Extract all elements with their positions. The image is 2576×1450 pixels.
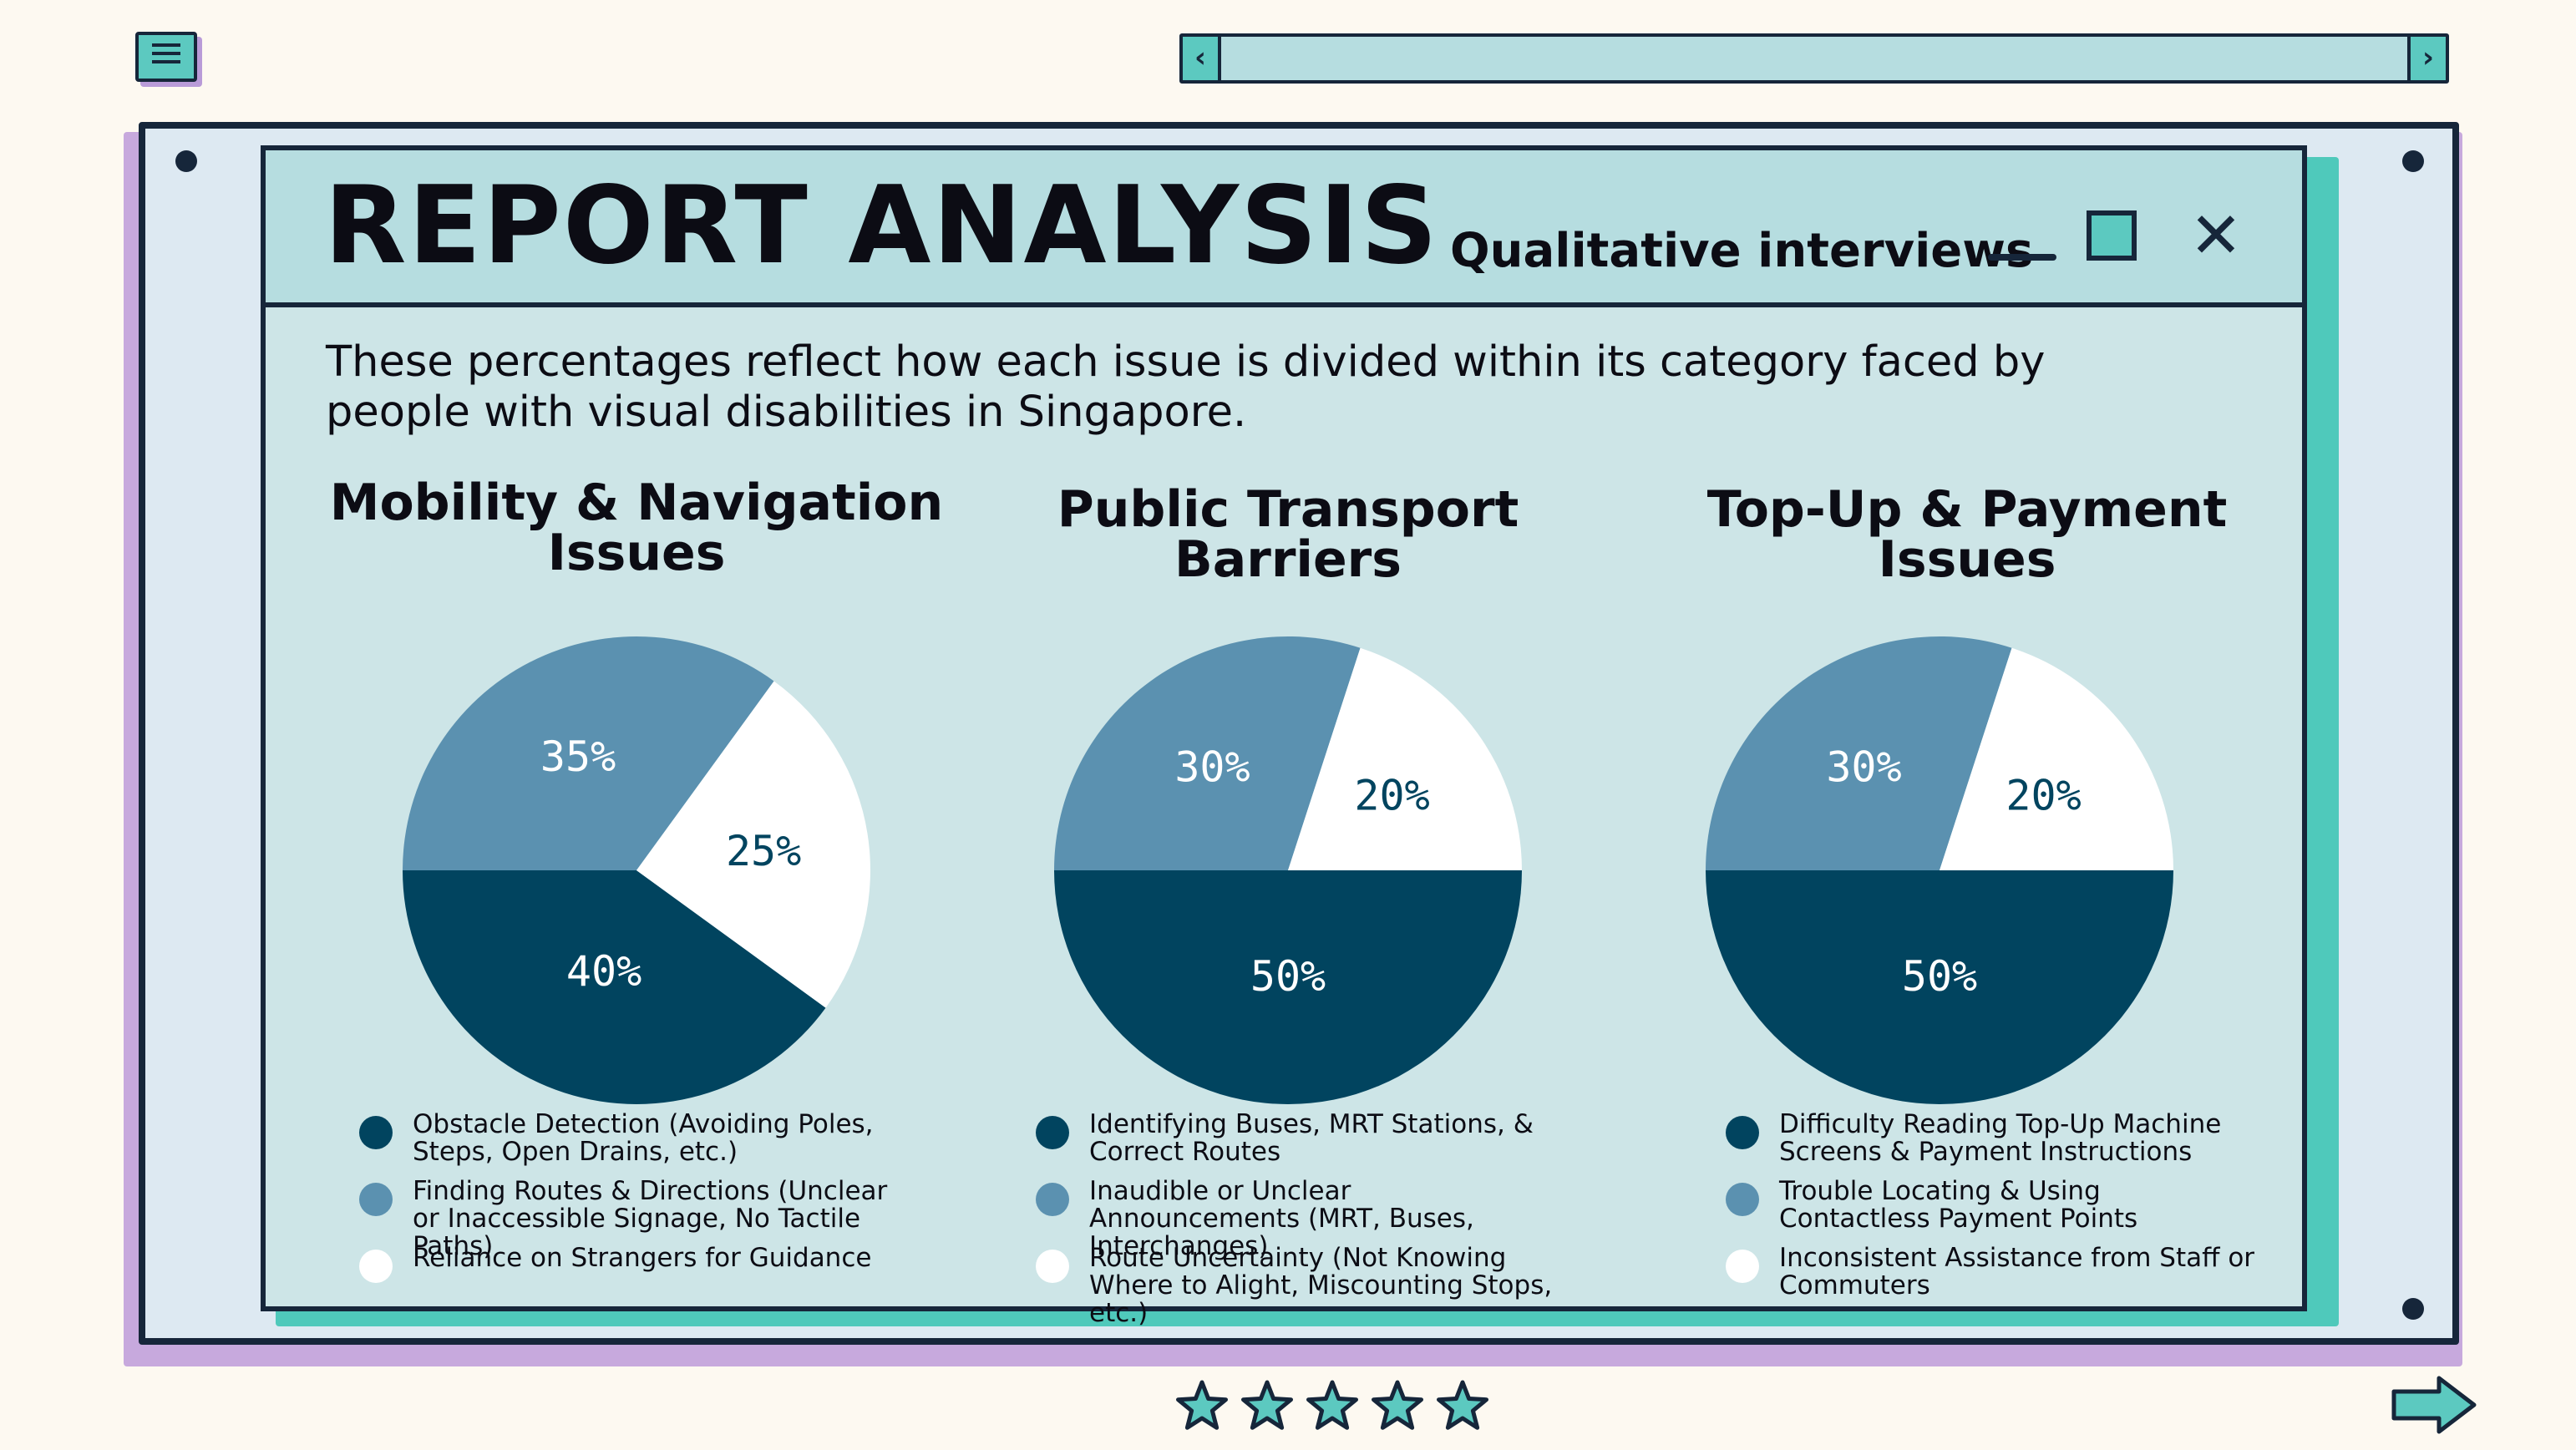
legend-label-transport-2: Route Uncertainty (Not Knowing Where to … — [1089, 1243, 1553, 1328]
menu-icon-line — [152, 52, 180, 55]
legend-label-payment-1: Trouble Locating & Using Contactless Pay… — [1779, 1176, 2138, 1234]
star-icon — [1437, 1380, 1488, 1430]
star-icon — [1241, 1380, 1293, 1430]
pie-slice-transport-2 — [1288, 647, 1522, 870]
pie-label-transport-2: 20% — [1354, 771, 1429, 819]
legend-swatch-mobility-0 — [359, 1116, 393, 1149]
pie-label-payment-0: 50% — [1902, 952, 1977, 1001]
pie-slice-mobility-1 — [403, 636, 774, 870]
maximize-icon[interactable] — [2087, 210, 2137, 261]
minimize-icon[interactable] — [1988, 254, 2056, 261]
page-subtitle: Qualitative interviews — [1450, 224, 2034, 278]
frame-rivet — [2402, 150, 2424, 172]
frame-rivet — [175, 150, 197, 172]
legend-label-mobility-1: Finding Routes & Directions (Unclear or … — [413, 1176, 888, 1261]
pie-slice-payment-1 — [1706, 636, 2012, 870]
pie-slice-transport-1 — [1054, 636, 1361, 870]
pie-slice-mobility-0 — [403, 870, 826, 1104]
arrow-right-icon[interactable] — [2387, 1371, 2479, 1438]
legend-label-transport-1: Inaudible or Unclear Announcements (MRT,… — [1089, 1176, 1474, 1261]
menu-icon — [152, 43, 180, 47]
page-title: REPORT ANALYSIS — [324, 164, 1439, 288]
legend-label-payment-2: Inconsistent Assistance from Staff or Co… — [1779, 1243, 2255, 1300]
pie-slice-mobility-2 — [636, 681, 870, 1008]
legend-swatch-mobility-1 — [359, 1183, 393, 1216]
legend-swatch-mobility-2 — [359, 1250, 393, 1283]
pie-slice-payment-2 — [1940, 647, 2173, 870]
star-icon — [1372, 1380, 1423, 1430]
legend-label-mobility-0: Obstacle Detection (Avoiding Poles, Step… — [413, 1109, 874, 1167]
description-text: These percentages reflect how each issue… — [326, 337, 2046, 437]
pie-label-mobility-2: 25% — [726, 827, 801, 875]
title-bar — [266, 150, 2302, 307]
horizontal-scrollbar[interactable]: ‹ › — [1179, 33, 2449, 84]
legend-label-transport-0: Identifying Buses, MRT Stations, & Corre… — [1089, 1109, 1534, 1167]
legend-label-payment-0: Difficulty Reading Top-Up Machine Screen… — [1779, 1109, 2222, 1167]
chart-title-transport: Public Transport Barriers — [1057, 480, 1519, 589]
legend-swatch-transport-0 — [1036, 1116, 1069, 1149]
pie-slice-payment-0 — [1706, 870, 2173, 1104]
menu-icon-line — [152, 60, 180, 63]
pie-label-transport-0: 50% — [1250, 952, 1326, 1001]
pie-label-payment-2: 20% — [2006, 771, 2081, 819]
pie-slice-transport-0 — [1054, 870, 1522, 1104]
pie-label-payment-1: 30% — [1826, 743, 1901, 791]
frame-rivet — [2402, 1298, 2424, 1320]
pie-label-mobility-0: 40% — [566, 947, 641, 996]
legend-swatch-payment-0 — [1726, 1116, 1759, 1149]
legend-swatch-transport-1 — [1036, 1183, 1069, 1216]
chart-title-payment: Top-Up & Payment Issues — [1706, 480, 2228, 589]
legend-label-mobility-2: Reliance on Strangers for Guidance — [413, 1243, 872, 1273]
legend-swatch-payment-2 — [1726, 1250, 1759, 1283]
star-icon — [1176, 1380, 1228, 1430]
chart-title-mobility: Mobility & Navigation Issues — [329, 474, 944, 582]
legend-swatch-payment-1 — [1726, 1183, 1759, 1216]
pie-label-mobility-1: 35% — [540, 733, 616, 781]
close-icon[interactable]: ✕ — [2189, 198, 2243, 272]
menu-button[interactable] — [135, 32, 197, 82]
chevron-right-icon[interactable]: › — [2407, 37, 2446, 80]
pie-label-transport-1: 30% — [1174, 743, 1250, 791]
star-icon — [1306, 1380, 1358, 1430]
legend-swatch-transport-2 — [1036, 1250, 1069, 1283]
chevron-left-icon[interactable]: ‹ — [1183, 37, 1221, 80]
